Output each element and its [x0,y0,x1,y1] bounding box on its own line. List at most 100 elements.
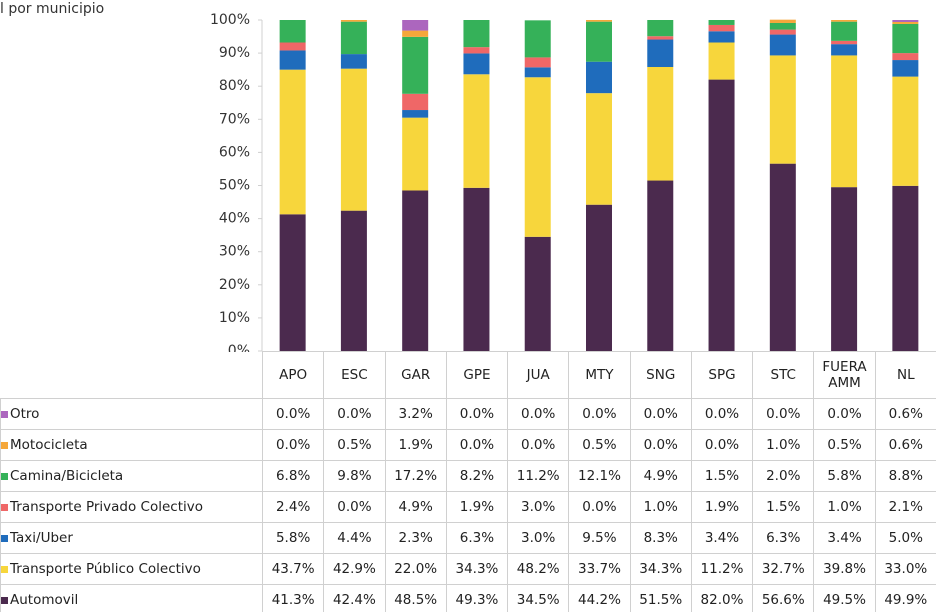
legend-cell: Transporte Privado Colectivo [0,491,263,523]
category-label: GAR [384,351,447,399]
legend-swatch [1,565,8,573]
bar-segment [402,110,429,118]
y-tick-label: 30% [219,244,250,260]
bar-segment [831,21,858,41]
bar-segment [279,20,306,43]
bar-segment [647,20,674,37]
bar-segment [586,21,612,62]
value-cell: 0.0% [690,429,754,461]
value-cell: 1.9% [384,429,447,461]
chart: l por municipio 0% 10% 20% 30% 40% 50% 60% 70% 8… [0,1,919,352]
y-tick-label: 10% [219,310,250,326]
value-cell: 56.6% [752,584,815,612]
bar-segment [463,53,490,75]
value-cell: 1.5% [752,491,815,523]
bar-segment [892,21,919,24]
value-cell: 3.4% [690,522,754,554]
bar-segment [402,36,429,94]
value-cell: 8.2% [445,460,509,492]
value-cell: 44.2% [568,584,631,612]
y-tick-label: 0% [228,343,250,352]
value-cell: 0.0% [507,429,570,461]
value-cell: 32.7% [752,553,815,585]
legend-label: Transporte Privado Colectivo [10,499,203,515]
y-tick-label: 70% [219,111,250,127]
y-tick-label: 50% [219,178,250,194]
bar-segment [586,93,612,205]
value-cell: 5.8% [261,522,325,554]
value-cell: 6.8% [261,460,325,492]
value-cell: 5.8% [813,460,876,492]
value-cell: 0.0% [445,398,509,430]
value-cell: 33.0% [874,553,936,585]
value-cell: 0.0% [261,429,325,461]
bar-segment [524,20,551,58]
legend-label: Camina/Bicicleta [10,468,124,484]
chart-title: l por municipio [0,1,104,17]
legend-label: Transporte Público Colectivo [10,561,201,577]
value-cell: 48.2% [507,553,570,585]
bar-segment [708,31,735,43]
value-cell: 9.8% [323,460,386,492]
category-label: FUERA AMM [813,351,876,399]
bar-segment [463,47,490,54]
bar-segment [831,55,858,188]
series-row: Otro 0.0% 0.0% 3.2% 0.0% 0.0% 0.0% 0.0% 0.0% 0.0%… [0,398,936,430]
value-cell: 6.3% [445,522,509,554]
bar-segment [524,236,551,351]
legend-cell: Motocicleta [0,429,263,461]
value-cell: 42.9% [323,553,386,585]
bar-segment [279,42,306,51]
value-cell: 9.5% [568,522,631,554]
bar-segment [463,187,490,351]
bar-segment [647,36,674,40]
bar-segment [340,20,367,22]
bar-segment [586,20,612,22]
legend-cell: Transporte Público Colectivo [0,553,263,585]
value-cell: 0.6% [874,429,936,461]
value-cell: 2.3% [384,522,447,554]
legend-swatch [1,596,8,604]
value-cell: 3.4% [813,522,876,554]
value-cell: 1.5% [690,460,754,492]
bar-segment [831,40,858,45]
bar-segment [892,23,919,54]
value-cell: 0.6% [874,398,936,430]
value-cell: 1.9% [445,491,509,523]
legend-label: Automovil [10,592,79,608]
bar-segment [831,44,858,56]
y-tick-label: 100% [210,12,250,28]
value-cell: 8.8% [874,460,936,492]
value-cell: 49.9% [874,584,936,612]
value-cell: 0.0% [629,429,692,461]
value-cell: 11.2% [507,460,570,492]
value-cell: 82.0% [690,584,754,612]
value-cell: 4.4% [323,522,386,554]
bar-segment [402,190,429,351]
bar-segment [892,76,919,186]
bar-segment [769,163,796,351]
series-row: Motocicleta 0.0% 0.5% 1.9% 0.0% 0.0% 0.5% 0.0% 0… [0,429,936,461]
category-label: ESC [323,351,386,399]
value-cell: 2.0% [752,460,815,492]
bar-segment [279,50,306,70]
value-cell: 1.0% [752,429,815,461]
value-cell: 0.0% [323,491,386,523]
header-row: APO ESC GAR GPE JUA MTY SNG SPG STC FUERA AMM NL [0,351,936,399]
legend-swatch [1,534,8,542]
bar-segment [340,54,367,69]
value-cell: 49.3% [445,584,509,612]
series-row: Transporte Público Colectivo 43.7% 42.9% 22… [0,553,936,585]
legend-swatch [1,472,8,480]
bar-segment [463,74,490,188]
legend-label: Otro [10,406,40,422]
category-label: STC [752,351,815,399]
bar-segment [524,67,551,78]
y-tick-label: 90% [219,45,250,61]
bar-segment [524,77,551,237]
value-cell: 5.0% [874,522,936,554]
bar-segment [831,20,858,22]
bar-segment [769,34,796,56]
bar-segment [586,204,612,351]
value-cell: 0.0% [813,398,876,430]
